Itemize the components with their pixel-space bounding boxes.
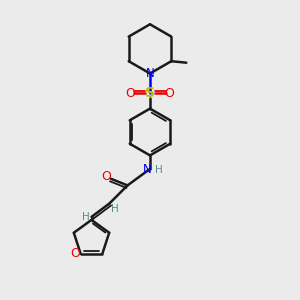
Text: H: H (82, 212, 90, 222)
Text: O: O (126, 86, 135, 100)
Text: N: N (146, 67, 154, 80)
Text: O: O (165, 86, 174, 100)
Text: S: S (145, 86, 155, 100)
Text: O: O (102, 170, 111, 183)
Text: H: H (111, 204, 119, 214)
Text: O: O (70, 247, 80, 260)
Text: H: H (154, 165, 162, 176)
Text: N: N (143, 163, 152, 176)
